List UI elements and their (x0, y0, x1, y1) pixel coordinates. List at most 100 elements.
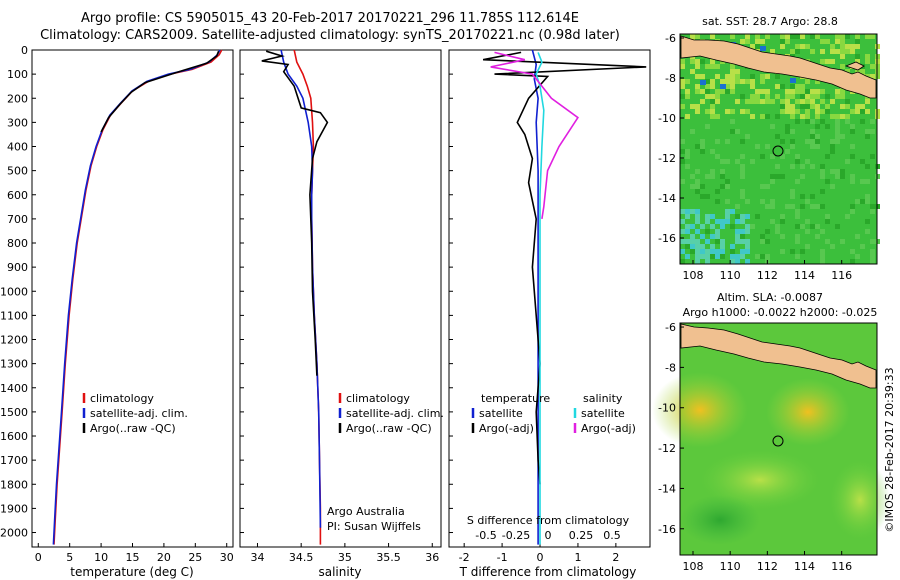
sst-map-cell (795, 239, 800, 244)
map-y-tick-label: -10 (658, 112, 676, 125)
depth-tick-label: 400 (7, 141, 28, 154)
sst-map-cell (870, 239, 875, 244)
x-tick-label: 10 (94, 551, 108, 564)
sst-map-cell (705, 94, 710, 99)
sst-map-cell (860, 104, 865, 109)
sst-map-cell (685, 94, 690, 99)
sst-map-cell (835, 114, 840, 119)
sst-map-cell (745, 109, 750, 114)
salinity-series (261, 49, 329, 545)
sst-map-cell (820, 174, 825, 179)
sst-map-cell (755, 214, 760, 219)
sst-map-cell (695, 74, 700, 79)
sst-map-cell (685, 239, 690, 244)
sst-map-cell (710, 34, 715, 39)
map-x-tick-label: 114 (794, 560, 815, 573)
sst-map-cell (760, 79, 765, 84)
depth-tick-label: 2000 (0, 527, 28, 540)
sst-map-cell (835, 39, 840, 44)
sst-map-cell (710, 99, 715, 104)
sst-map-cell (685, 154, 690, 159)
sst-map-cell (815, 104, 820, 109)
sst-map-cell (855, 39, 860, 44)
map-y-tick-label: -12 (658, 152, 676, 165)
sst-map-cell (745, 214, 750, 219)
sst-map-cell (765, 94, 770, 99)
sst-map-cell (710, 84, 715, 89)
sst-map-cell (865, 54, 870, 59)
sst-map-cell (795, 109, 800, 114)
sst-map-cell (850, 109, 855, 114)
sst-map-cell (750, 84, 755, 89)
sst-map-cell (810, 144, 815, 149)
sst-map-cell (705, 109, 710, 114)
sst-map-cell (840, 34, 845, 39)
sst-map-cell (870, 129, 875, 134)
sst-map-cell (680, 179, 685, 184)
sst-map-cell (865, 164, 870, 169)
sst-map-cell (755, 44, 760, 49)
sst-map-cell (795, 44, 800, 49)
sst-map-cell (860, 69, 865, 74)
sst-map-cell (870, 209, 875, 214)
map-x-tick-label: 108 (683, 269, 704, 282)
sst-map-cell (725, 159, 730, 164)
sst-map-cell (805, 109, 810, 114)
legend-label: satellite (479, 407, 523, 420)
sst-map-cell (710, 254, 715, 259)
sst-map-cell (695, 169, 700, 174)
series-line-salinity-satellite (535, 52, 545, 545)
t-difference-x-label: T difference from climatology (459, 565, 637, 579)
difference-legend: temperature salinity satellite Argo(-adj) sa… (471, 392, 636, 435)
sst-map-cell (730, 74, 735, 79)
sst-map-cell (730, 244, 735, 249)
legend-label: satellite-adj. clim. (90, 407, 188, 420)
sst-map-cell (850, 129, 855, 134)
sst-map-cell (815, 109, 820, 114)
sst-map-cell (750, 44, 755, 49)
sst-map-cell (720, 254, 725, 259)
sst-map-cell (725, 184, 730, 189)
depth-tick-label: 500 (7, 165, 28, 178)
sst-map-cell (840, 104, 845, 109)
sst-map-cell (815, 144, 820, 149)
x-tick-label: 30 (220, 551, 234, 564)
sst-map-cell (865, 109, 870, 114)
sst-map-cell (725, 209, 730, 214)
sst-map-cell (750, 99, 755, 104)
depth-tick-label: 1900 (0, 502, 28, 515)
sst-map-cell (695, 239, 700, 244)
sst-map: sat. SST: 28.7 Argo: 28.8 108 110 112 114 11… (658, 15, 880, 282)
sst-map-cell (795, 89, 800, 94)
sst-map-cell (680, 219, 685, 224)
sst-map-cell (845, 99, 850, 104)
sst-map-cell (730, 84, 735, 89)
sst-map-cell (830, 144, 835, 149)
sst-map-cell (685, 244, 690, 249)
sst-map-cell (815, 204, 820, 209)
sst-map-cell (815, 139, 820, 144)
x-tick-label: 20 (157, 551, 171, 564)
x-tick-label: 2 (612, 551, 619, 564)
sst-map-cell (770, 174, 775, 179)
sst-map-cell (850, 179, 855, 184)
sst-map-cell (790, 164, 795, 169)
sst-map-cell (710, 64, 715, 69)
sst-map-cell (805, 159, 810, 164)
sst-map-cell (710, 109, 715, 114)
sst-map-cell (730, 129, 735, 134)
sst-map-cell (680, 59, 685, 64)
sst-map-cell (795, 214, 800, 219)
sst-map-cell (830, 59, 835, 64)
sst-map-cell (705, 79, 710, 84)
sst-map-cell (710, 59, 715, 64)
legend-label: satellite-adj. clim. (346, 407, 444, 420)
sla-map-frame (679, 322, 878, 556)
sst-map-cell (695, 214, 700, 219)
sst-map-cell (785, 99, 790, 104)
sst-map-cell (730, 79, 735, 84)
sst-map-cell (705, 219, 710, 224)
sst-map-cell (700, 224, 705, 229)
sst-map-cell (700, 74, 705, 79)
sst-map-cell (780, 84, 785, 89)
